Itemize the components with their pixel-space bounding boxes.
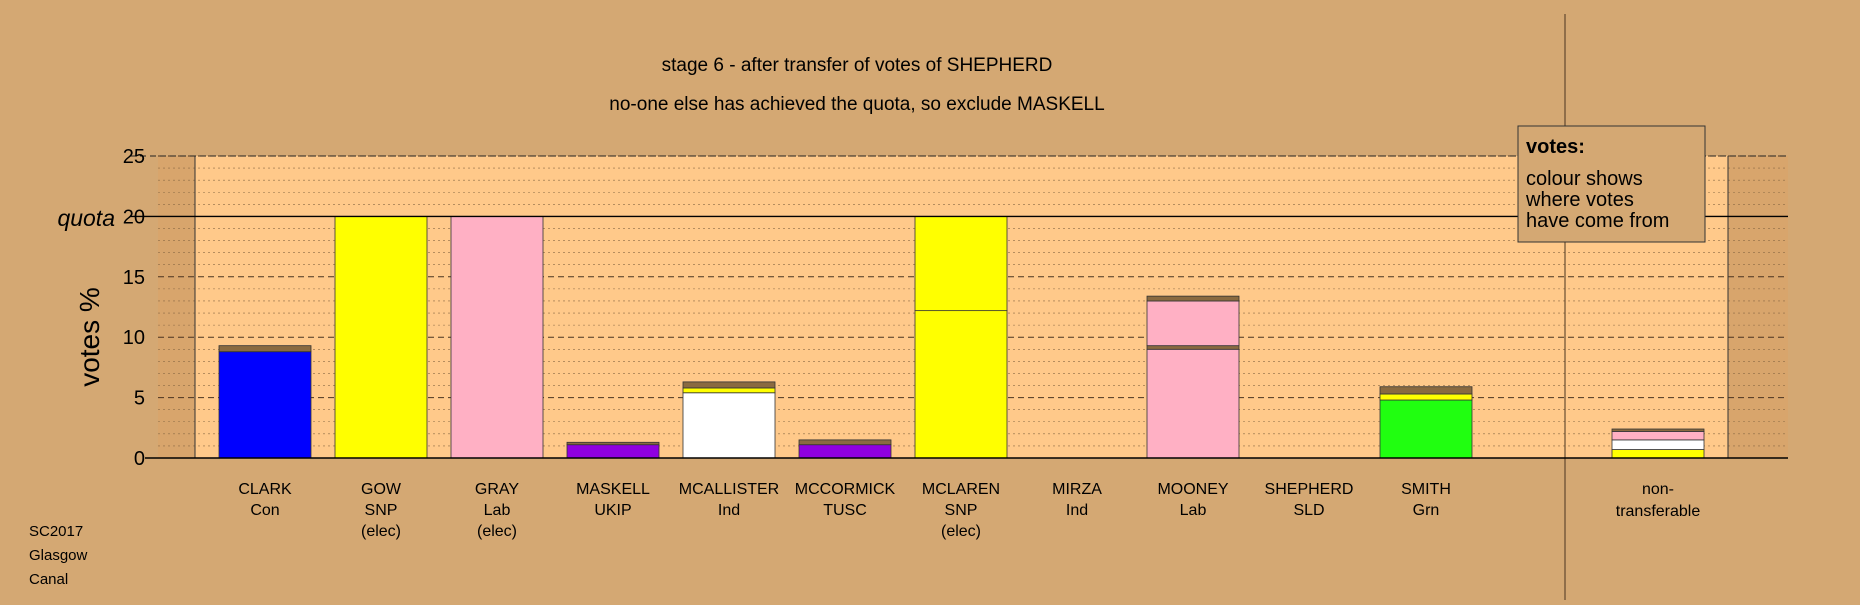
legend-line: colour shows xyxy=(1526,168,1643,190)
bar-maskell-segment xyxy=(566,441,660,446)
bar-mooney-segment xyxy=(1146,345,1240,350)
legend-line: have come from xyxy=(1526,210,1669,232)
x-tick-label: Lab xyxy=(1180,502,1207,519)
y-tick-label: 25 xyxy=(123,146,145,168)
x-tick-label: MASKELL xyxy=(576,481,650,498)
x-tick-label: SNP xyxy=(365,502,398,519)
bar-clark-segment xyxy=(218,345,312,353)
bar-maskell-segment xyxy=(566,444,660,459)
bar-gray-segment xyxy=(450,215,544,459)
y-tick-label: 5 xyxy=(134,388,145,410)
x-tick-label: GRAY xyxy=(475,481,519,498)
y-tick-label: 20 xyxy=(123,206,145,228)
x-tick-label: SLD xyxy=(1293,502,1324,519)
bar-smith-segment xyxy=(1379,393,1473,401)
x-tick-label: Grn xyxy=(1413,502,1440,519)
x-tick-label: (elec) xyxy=(477,523,517,540)
bar-nontransferable-segment xyxy=(1611,428,1705,432)
bar-mcallister-segment xyxy=(682,392,776,459)
x-tick-label: MCALLISTER xyxy=(679,481,779,498)
legend-box xyxy=(1517,125,1706,243)
bar-mcallister-segment xyxy=(682,387,776,394)
x-tick-label: CLARK xyxy=(238,481,292,498)
x-tick-label: TUSC xyxy=(823,502,867,519)
chart-title: stage 6 - after transfer of votes of SHE… xyxy=(662,55,1053,76)
y-tick-label: 10 xyxy=(123,327,145,349)
x-tick-label: Ind xyxy=(718,502,740,519)
legend-title: votes: xyxy=(1526,136,1585,158)
bar-mccormick-segment xyxy=(798,439,892,446)
plot-margin-left xyxy=(158,156,195,458)
bar-smith-segment xyxy=(1379,399,1473,459)
x-tick-label: (elec) xyxy=(941,523,981,540)
x-tick-label: non- xyxy=(1642,481,1674,498)
bar-mccormick-segment xyxy=(798,444,892,459)
x-tick-label: GOW xyxy=(361,481,402,498)
bar-gow-segment xyxy=(334,215,428,459)
legend: votes: colour shows where votes have com… xyxy=(1517,125,1706,243)
x-tick-label: MIRZA xyxy=(1052,481,1102,498)
footer-line: Glasgow xyxy=(29,547,88,564)
x-tick-label: Lab xyxy=(484,502,511,519)
x-tick-label: SNP xyxy=(945,502,978,519)
x-tick-label: SMITH xyxy=(1401,481,1451,498)
x-tick-label: MCCORMICK xyxy=(795,481,896,498)
x-tick-label: SHEPHERD xyxy=(1265,481,1354,498)
bar-mooney-segment xyxy=(1146,295,1240,302)
bar-mclaren-segment xyxy=(914,310,1008,459)
x-tick-label: (elec) xyxy=(361,523,401,540)
bar-mooney-segment xyxy=(1146,300,1240,347)
bar-mooney-segment xyxy=(1146,348,1240,459)
y-tick-label: 15 xyxy=(123,267,145,289)
x-tick-label: UKIP xyxy=(594,502,631,519)
footer-line: Canal xyxy=(29,571,68,588)
x-tick-label: transferable xyxy=(1616,503,1701,520)
bar-mclaren-segment xyxy=(914,215,1008,312)
x-tick-label: MCLAREN xyxy=(922,481,1000,498)
chart-subtitle: no-one else has achieved the quota, so e… xyxy=(609,94,1104,115)
plot-layer xyxy=(130,14,1788,600)
bar-smith-segment xyxy=(1379,386,1473,395)
bar-mcallister-segment xyxy=(682,381,776,389)
bar-nontransferable-segment xyxy=(1611,439,1705,450)
y-tick-label: 0 xyxy=(134,448,145,470)
bar-nontransferable-segment xyxy=(1611,431,1705,441)
x-tick-label: MOONEY xyxy=(1157,481,1228,498)
x-tick-label: Ind xyxy=(1066,502,1088,519)
footer-line: SC2017 xyxy=(29,523,83,540)
footer-label: SC2017 Glasgow Canal xyxy=(29,523,88,588)
plot-margin-right xyxy=(1728,156,1788,458)
x-tick-label: Con xyxy=(250,502,279,519)
bar-clark-segment xyxy=(218,351,312,459)
y-axis-label: votes % xyxy=(74,287,105,387)
bar-nontransferable-segment xyxy=(1611,449,1705,459)
quota-label: quota xyxy=(57,205,115,231)
legend-line: where votes xyxy=(1525,189,1634,211)
